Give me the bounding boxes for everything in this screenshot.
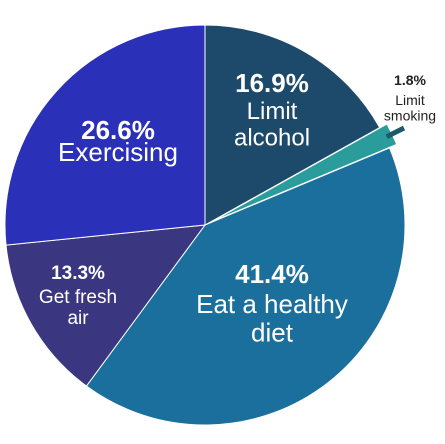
pie-slice xyxy=(204,24,381,226)
category-label: Exercising xyxy=(58,137,178,167)
value-label: 41.4% xyxy=(235,259,309,289)
pie-slice xyxy=(5,224,207,387)
category-label: Limit alcohol xyxy=(234,98,310,151)
category-label: Eat a healthy diet xyxy=(196,289,348,348)
leader-line xyxy=(385,125,406,139)
category-label: Get fresh air xyxy=(39,287,117,329)
pie-slice xyxy=(85,147,406,426)
value-label: 16.9% xyxy=(235,68,309,98)
value-label: 13.3% xyxy=(51,263,105,284)
pie-slice xyxy=(4,24,206,246)
category-label: Limit smoking xyxy=(384,92,436,123)
value-label: 26.6% xyxy=(81,115,155,145)
value-label: 1.8% xyxy=(394,72,426,88)
